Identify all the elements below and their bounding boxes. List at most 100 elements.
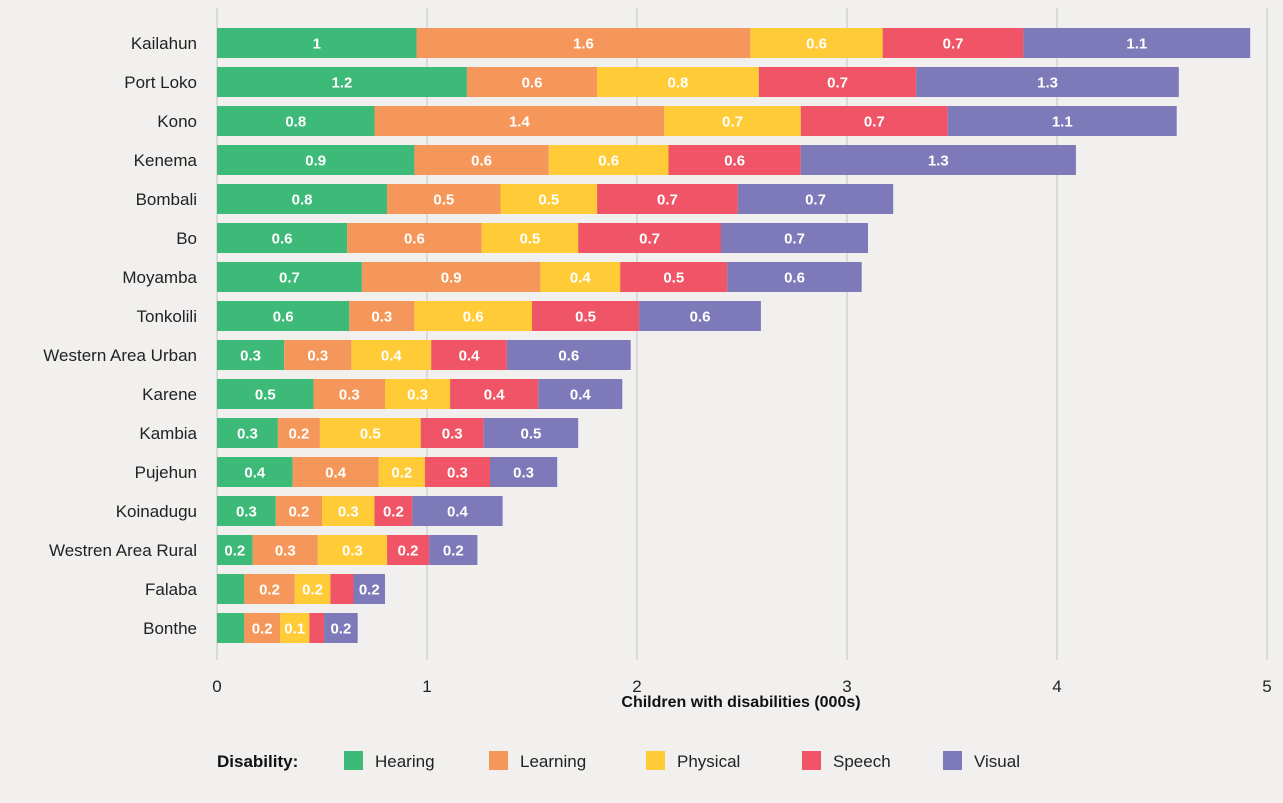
category-label: Bombali [136, 190, 197, 209]
bar-segment-learning [277, 418, 320, 448]
category-label: Westren Area Rural [49, 541, 197, 560]
category-label: Bonthe [143, 619, 197, 638]
data-label: 0.3 [236, 504, 257, 521]
bar-segment-physical [750, 28, 883, 58]
data-label: 0.3 [240, 348, 261, 365]
data-label: 0.3 [339, 387, 360, 404]
data-label: 0.6 [272, 231, 293, 248]
bar-segment-learning [244, 613, 280, 643]
data-label: 0.6 [724, 153, 745, 170]
data-label: 0.6 [598, 153, 619, 170]
bar-segment-visual [490, 457, 558, 487]
data-label: 0.2 [359, 582, 380, 599]
category-label: Western Area Urban [43, 346, 197, 365]
data-label: 0.5 [538, 192, 559, 209]
x-tick-label: 4 [1052, 677, 1061, 696]
bar-segment-hearing [217, 457, 293, 487]
bar-segment-learning [252, 535, 318, 565]
bar-segment-hearing [217, 418, 278, 448]
x-tick-label: 5 [1262, 677, 1271, 696]
data-label: 0.3 [342, 543, 363, 560]
data-label: 0.3 [407, 387, 428, 404]
data-label: 0.7 [639, 231, 660, 248]
bar-segment-visual [721, 223, 868, 253]
bar-segment-hearing [217, 106, 375, 136]
category-labels: Kailahun Port Loko Kono Kenema Bombali Bo Moya… [43, 34, 197, 638]
category-label: Kailahun [131, 34, 197, 53]
data-label: 0.4 [325, 465, 347, 482]
bar-segment-hearing [217, 223, 348, 253]
data-label: 0.3 [442, 426, 463, 443]
data-label: 0.2 [288, 426, 309, 443]
data-label: 1 [313, 36, 321, 53]
legend-swatch-physical [646, 751, 665, 770]
data-label: 0.2 [330, 621, 351, 638]
bar-segment-speech [420, 418, 484, 448]
category-label: Port Loko [124, 73, 197, 92]
bar-segment-physical [280, 613, 310, 643]
bar-segment-hearing [217, 535, 253, 565]
legend-swatch-learning [489, 751, 508, 770]
bar-segment-learning [361, 262, 541, 292]
data-label: 0.7 [827, 75, 848, 92]
bar-segment-visual [538, 379, 623, 409]
bar-segment-learning [466, 67, 598, 97]
x-tick-label: 1 [422, 677, 431, 696]
bar-segment-learning [349, 301, 415, 331]
data-label: 0.4 [484, 387, 506, 404]
data-label: 0.3 [338, 504, 359, 521]
legend-swatch-speech [802, 751, 821, 770]
data-label: 0.6 [806, 36, 827, 53]
data-label: 0.5 [663, 270, 684, 287]
data-label: 0.6 [522, 75, 543, 92]
bar-segment-speech [309, 613, 325, 643]
data-label: 0.4 [570, 387, 592, 404]
bar-segment-speech [330, 574, 354, 604]
bar-segment-physical [500, 184, 598, 214]
bar-segment-speech [597, 184, 738, 214]
data-label: 0.7 [722, 114, 743, 131]
data-label: 0.5 [433, 192, 454, 209]
data-label: 0.6 [273, 309, 294, 326]
bar-segment-speech [620, 262, 728, 292]
data-label: 0.4 [459, 348, 481, 365]
bar-segment-hearing [217, 145, 415, 175]
bar-segment-visual [947, 106, 1177, 136]
data-label: 0.3 [447, 465, 468, 482]
category-label: Tonkolili [137, 307, 197, 326]
legend-title: Disability: [217, 752, 298, 771]
category-label: Karene [142, 385, 197, 404]
data-label: 1.3 [1037, 75, 1058, 92]
bar-segment-speech [578, 223, 721, 253]
legend: Disability: Hearing Learning Physical Speec… [217, 751, 1020, 771]
bar-segment-visual [1023, 28, 1251, 58]
bar-segment-speech [387, 535, 430, 565]
data-label: 0.9 [441, 270, 462, 287]
x-tick-label: 2 [632, 677, 641, 696]
x-tick-label: 0 [212, 677, 221, 696]
data-label: 0.7 [657, 192, 678, 209]
data-label: 0.8 [292, 192, 313, 209]
category-label: Pujehun [135, 463, 197, 482]
bar-segment-learning [374, 106, 665, 136]
data-label: 0.2 [391, 465, 412, 482]
bar-segment-speech [800, 106, 948, 136]
bar-segment-physical [664, 106, 801, 136]
data-label: 0.2 [443, 543, 464, 560]
bar-segment-speech [758, 67, 917, 97]
bar-segment-hearing [217, 184, 388, 214]
bar-segment-speech [882, 28, 1024, 58]
legend-swatch-hearing [344, 751, 363, 770]
bar-segment-learning [347, 223, 482, 253]
data-label: 1.3 [928, 153, 949, 170]
bar-segment-learning [313, 379, 385, 409]
legend-label: Visual [974, 752, 1020, 771]
bar-segment-physical [294, 574, 331, 604]
bar-segment-visual [412, 496, 503, 526]
data-label: 0.4 [447, 504, 469, 521]
bar-segment-visual [916, 67, 1179, 97]
legend-label: Learning [520, 752, 586, 771]
data-label: 0.3 [237, 426, 258, 443]
data-label: 0.8 [285, 114, 306, 131]
data-label: 0.7 [864, 114, 885, 131]
